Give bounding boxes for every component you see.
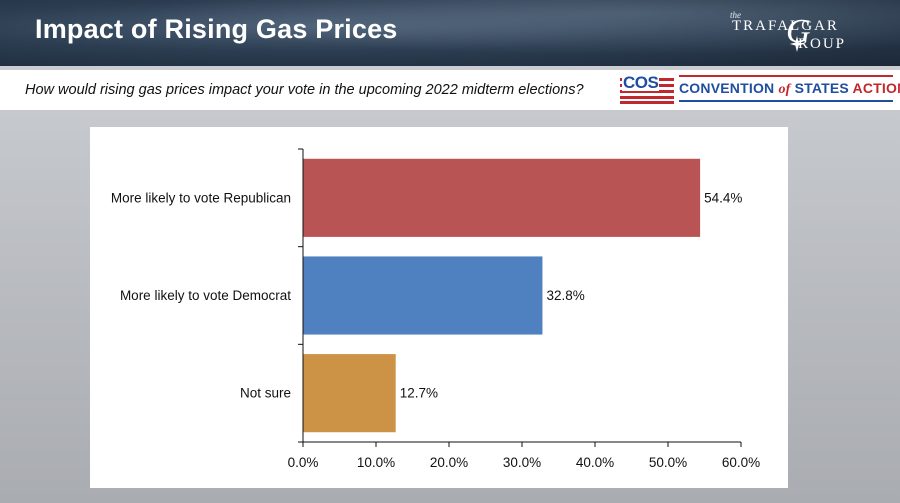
data-label-0: 54.4% xyxy=(704,190,742,205)
trafalgar-group-logo: the TRAFALGAR ROUP G xyxy=(720,10,870,58)
x-tick-label-2: 20.0% xyxy=(430,455,468,470)
data-label-1: 32.8% xyxy=(546,288,584,303)
data-label-2: 12.7% xyxy=(400,386,438,401)
header-banner xyxy=(0,0,900,66)
bar-2 xyxy=(303,354,396,433)
x-tick-label-0: 0.0% xyxy=(288,455,319,470)
page-title: Impact of Rising Gas Prices xyxy=(35,14,398,44)
x-tick-label-3: 30.0% xyxy=(503,455,541,470)
category-label-0: More likely to vote Republican xyxy=(111,190,291,205)
x-tick-label-5: 50.0% xyxy=(649,455,687,470)
logo-line1: TRAFALGAR xyxy=(732,18,839,34)
cos-abbr: COS xyxy=(622,73,660,92)
x-tick-label-4: 40.0% xyxy=(576,455,614,470)
cos-name: CONVENTION of STATES ACTION xyxy=(679,80,900,97)
cos-action-logo: COS CONVENTION of STATES ACTION xyxy=(620,73,900,106)
bar-0 xyxy=(303,158,701,237)
x-tick-label-6: 60.0% xyxy=(722,455,760,470)
survey-question: How would rising gas prices impact your … xyxy=(25,82,584,98)
cos-rule-bottom xyxy=(679,100,893,102)
chart-panel: More likely to vote Republican 54.4% More … xyxy=(90,127,788,488)
x-tick-label-1: 10.0% xyxy=(357,455,395,470)
category-label-2: Not sure xyxy=(240,386,291,401)
logo-the: the xyxy=(730,10,741,20)
bar-chart: More likely to vote Republican 54.4% More … xyxy=(111,148,760,470)
logo-line3: ROUP xyxy=(798,36,847,52)
bar-1 xyxy=(303,256,543,335)
cos-rule-top xyxy=(679,75,893,77)
compass-icon: G xyxy=(786,13,811,52)
category-label-1: More likely to vote Democrat xyxy=(120,288,291,303)
